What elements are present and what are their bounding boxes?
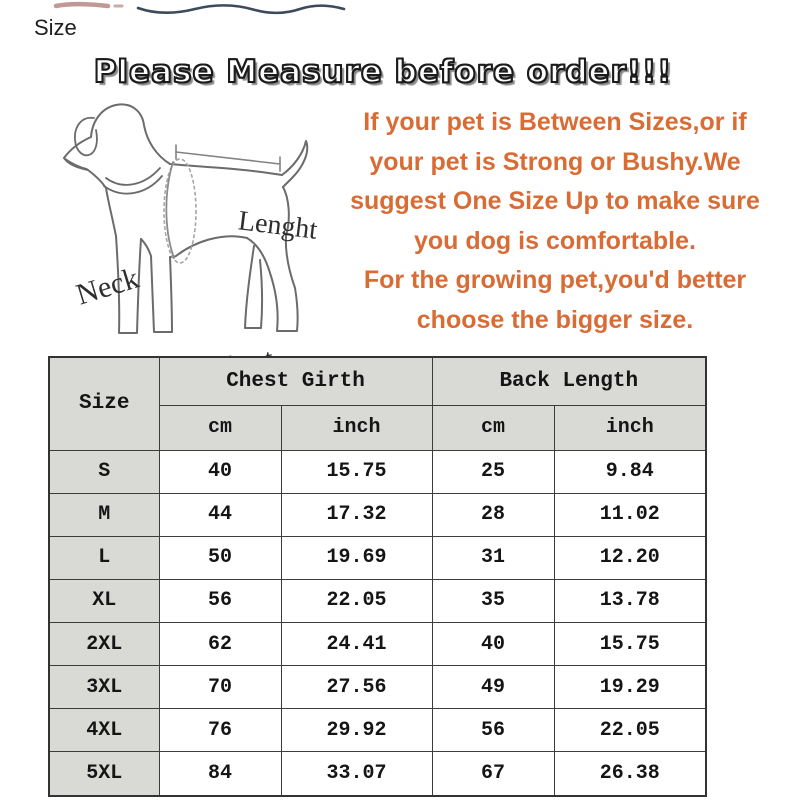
cell-back-inch: 13.78: [553, 578, 707, 624]
header-back-length: Back Length: [431, 356, 707, 406]
advice-line: If your pet is Between Sizes,or if: [363, 108, 747, 136]
page-title: Please Measure before order!!!: [93, 53, 673, 91]
cell-size: 2XL: [48, 621, 160, 667]
sizing-advice-text: If your pet is Between Sizes,or if your …: [316, 103, 794, 340]
advice-line: suggest One Size Up to make sure: [350, 187, 760, 215]
cell-size: M: [48, 492, 160, 537]
dog-outline-drawing: [63, 103, 309, 334]
cell-chest-cm: 62: [158, 621, 282, 667]
cell-back-inch: 11.02: [553, 492, 707, 537]
advice-line: you dog is comfortable.: [414, 226, 696, 255]
size-chart-table: Size Chest Girth Back Length cm inch cm …: [48, 356, 707, 797]
cell-back-cm: 28: [431, 492, 555, 537]
table-row: L 50 19.69 31 12.20: [48, 535, 707, 580]
table-row: S 40 15.75 25 9.84: [48, 449, 707, 494]
cell-chest-inch: 33.07: [280, 751, 433, 797]
cell-back-cm: 49: [431, 665, 555, 710]
header-chest-inch: inch: [280, 404, 433, 451]
size-table-body: S 40 15.75 25 9.84 M 44 17.32 28 11.02 L…: [48, 449, 707, 797]
cell-back-cm: 31: [431, 535, 555, 580]
header-chest-girth: Chest Girth: [158, 356, 433, 406]
advice-line: choose the bigger size.: [416, 305, 694, 334]
dog-measurement-diagram: Lenght Neck Chest: [30, 96, 340, 386]
cell-size: 4XL: [48, 708, 160, 753]
cell-back-cm: 40: [431, 621, 555, 667]
cell-chest-inch: 29.92: [280, 708, 433, 753]
length-measure-line: [175, 144, 281, 172]
cell-back-inch: 22.05: [553, 708, 707, 753]
table-row: 5XL 84 33.07 67 26.38: [48, 751, 707, 797]
red-smudge-decoration: [53, 1, 111, 9]
cell-chest-cm: 84: [158, 751, 282, 797]
cell-back-inch: 12.20: [553, 535, 707, 580]
cell-chest-cm: 50: [158, 535, 282, 580]
cell-chest-inch: 17.32: [280, 492, 433, 537]
table-row: 2XL 62 24.41 40 15.75: [48, 621, 707, 667]
cell-chest-inch: 15.75: [280, 449, 433, 494]
advice-line: For the growing pet,you'd better: [363, 266, 747, 294]
cell-chest-cm: 76: [158, 708, 282, 753]
cell-chest-inch: 24.41: [280, 621, 433, 667]
cell-back-cm: 56: [431, 708, 555, 753]
cell-size: 3XL: [48, 665, 160, 710]
cell-back-inch: 26.38: [553, 751, 707, 797]
table-row: M 44 17.32 28 11.02: [48, 492, 707, 537]
cell-back-cm: 25: [431, 449, 555, 494]
wavy-line-decoration: [136, 4, 346, 15]
table-row: 4XL 76 29.92 56 22.05: [48, 708, 707, 753]
header-back-cm: cm: [431, 404, 555, 451]
cell-chest-cm: 56: [158, 578, 282, 624]
table-row: XL 56 22.05 35 13.78: [48, 578, 707, 624]
cell-chest-cm: 44: [158, 492, 282, 537]
chest-girth-ellipse: [163, 158, 197, 264]
advice-line: your pet is Strong or Bushy.We: [369, 147, 741, 176]
top-decoration: [53, 1, 346, 15]
cell-chest-inch: 22.05: [280, 578, 433, 624]
header-back-inch: inch: [553, 404, 707, 451]
cell-size: L: [48, 535, 160, 580]
cell-chest-cm: 40: [158, 449, 282, 494]
cell-back-inch: 9.84: [553, 449, 707, 494]
page-size-label: Size: [34, 15, 77, 40]
table-row: 3XL 70 27.56 49 19.29: [48, 665, 707, 710]
cell-back-cm: 67: [431, 751, 555, 797]
cell-size: 5XL: [48, 751, 160, 797]
cell-back-inch: 15.75: [553, 621, 707, 667]
cell-chest-inch: 27.56: [280, 665, 433, 710]
cell-back-cm: 35: [431, 578, 555, 624]
cell-chest-inch: 19.69: [280, 535, 433, 580]
header-chest-cm: cm: [158, 404, 282, 451]
cell-size: S: [48, 449, 160, 494]
cell-back-inch: 19.29: [553, 665, 707, 710]
header-size: Size: [48, 356, 160, 451]
cell-size: XL: [48, 578, 160, 624]
cell-chest-cm: 70: [158, 665, 282, 710]
